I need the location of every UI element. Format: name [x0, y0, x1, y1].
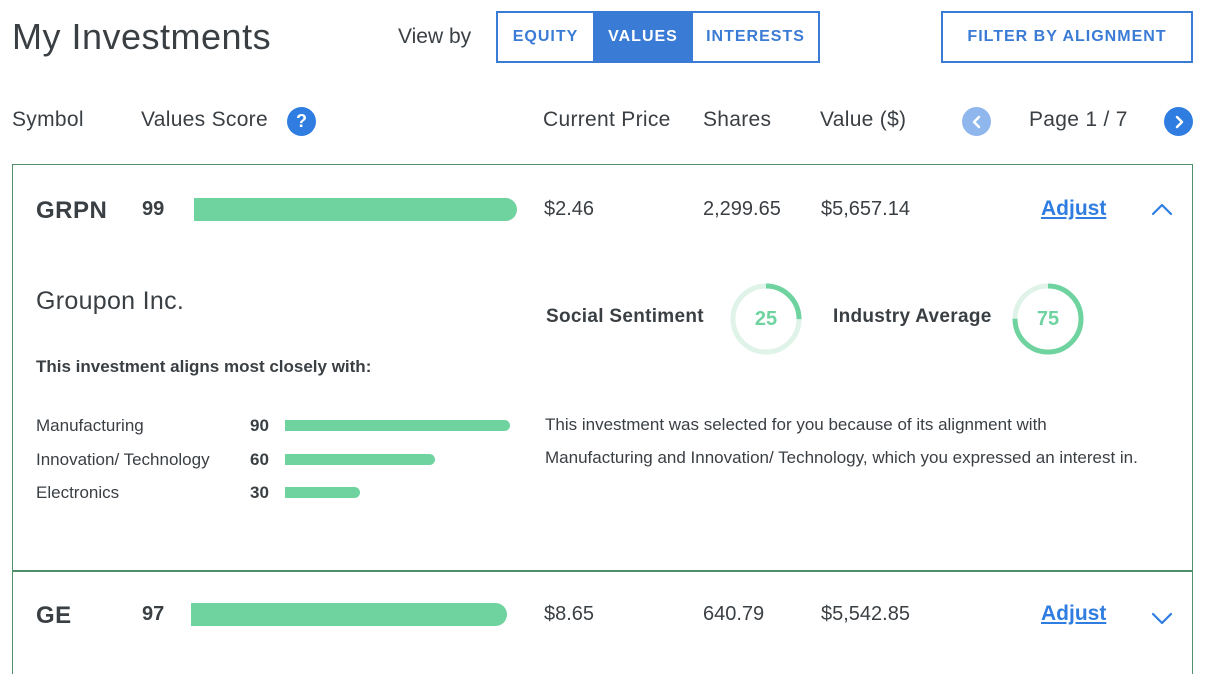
- column-header-current-price: Current Price: [543, 108, 671, 131]
- symbol: GE: [36, 602, 72, 629]
- page-title: My Investments: [12, 16, 272, 57]
- alignment-bar: [285, 454, 435, 465]
- view-option-values[interactable]: VALUES: [593, 13, 691, 61]
- values-score: 97: [142, 603, 165, 625]
- social-sentiment-label: Social Sentiment: [546, 306, 704, 327]
- alignment-score: 30: [250, 483, 269, 502]
- values-score-bar: [191, 603, 508, 626]
- next-page-button[interactable]: [1164, 107, 1193, 136]
- chevron-left-icon: [972, 115, 980, 128]
- company-name: Groupon Inc.: [36, 287, 185, 315]
- collapse-button[interactable]: [1149, 199, 1175, 219]
- row-divider: [13, 570, 1192, 572]
- column-header-values-score: Values Score: [141, 108, 268, 131]
- value: $5,542.85: [821, 603, 910, 625]
- industry-average-label: Industry Average: [833, 306, 992, 327]
- shares: 640.79: [703, 603, 765, 625]
- value: $5,657.14: [821, 198, 910, 220]
- alignment-name: Innovation/ Technology: [36, 450, 210, 469]
- alignment-name: Electronics: [36, 483, 120, 502]
- view-by-label: View by: [398, 25, 472, 48]
- view-option-interests[interactable]: INTERESTS: [691, 13, 818, 61]
- expand-button[interactable]: [1149, 608, 1175, 628]
- investments-list: GRPN 99 $2.46 2,299.65 $5,657.14 Adjust …: [12, 164, 1193, 674]
- column-header-value: Value ($): [820, 108, 907, 131]
- adjust-link[interactable]: Adjust: [1041, 197, 1107, 220]
- industry-average-ring: 75: [1011, 282, 1085, 356]
- alignment-score: 90: [250, 416, 269, 435]
- current-price: $2.46: [544, 198, 595, 220]
- column-header-shares: Shares: [703, 108, 772, 131]
- shares: 2,299.65: [703, 198, 781, 220]
- alignment-heading: This investment aligns most closely with…: [36, 357, 372, 376]
- selection-description: This investment was selected for you bec…: [545, 415, 1138, 467]
- social-sentiment-ring: 25: [729, 282, 803, 356]
- symbol: GRPN: [36, 197, 108, 224]
- values-score: 99: [142, 198, 165, 220]
- alignment-bar: [285, 420, 510, 431]
- column-header-symbol: Symbol: [12, 108, 84, 131]
- view-option-equity[interactable]: EQUITY: [498, 13, 593, 61]
- chevron-up-icon: [1151, 203, 1173, 216]
- chevron-right-icon: [1175, 115, 1183, 128]
- current-price: $8.65: [544, 603, 595, 625]
- alignment-score: 60: [250, 450, 269, 469]
- help-icon[interactable]: ?: [287, 107, 316, 136]
- chevron-down-icon: [1151, 612, 1173, 625]
- filter-by-alignment-button[interactable]: FILTER BY ALIGNMENT: [941, 11, 1193, 63]
- view-toggle: EQUITY VALUES INTERESTS: [496, 11, 820, 63]
- alignment-bar: [285, 487, 360, 498]
- previous-page-button[interactable]: [962, 107, 991, 136]
- alignment-name: Manufacturing: [36, 416, 144, 435]
- values-score-bar: [194, 198, 517, 221]
- adjust-link[interactable]: Adjust: [1041, 602, 1107, 625]
- social-sentiment-value: 25: [754, 307, 778, 330]
- industry-average-value: 75: [1036, 307, 1060, 330]
- page-indicator: Page 1 / 7: [1029, 108, 1128, 131]
